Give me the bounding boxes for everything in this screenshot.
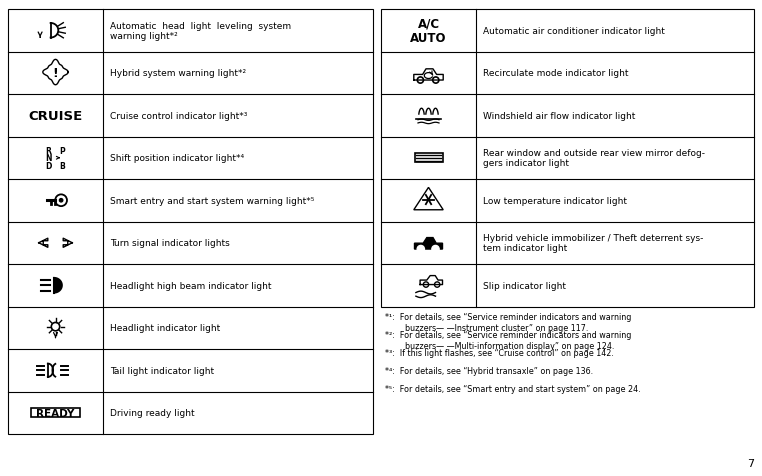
- Text: A/C
AUTO: A/C AUTO: [410, 17, 447, 45]
- Text: !: !: [53, 67, 59, 80]
- Circle shape: [417, 78, 424, 84]
- Text: Shift position indicator light*⁴: Shift position indicator light*⁴: [110, 154, 244, 163]
- Text: *³:  If this light flashes, see “Cruise control” on page 142.: *³: If this light flashes, see “Cruise c…: [385, 349, 614, 358]
- Text: Slip indicator light: Slip indicator light: [483, 281, 566, 290]
- Circle shape: [424, 282, 429, 288]
- Circle shape: [432, 246, 439, 253]
- Text: Automatic air conditioner indicator light: Automatic air conditioner indicator ligh…: [483, 27, 665, 36]
- Text: R: R: [46, 147, 52, 156]
- Text: Recirculate mode indicator light: Recirculate mode indicator light: [483, 69, 629, 78]
- Text: CRUISE: CRUISE: [28, 109, 82, 122]
- Circle shape: [419, 79, 422, 82]
- Text: *¹:  For details, see “Service reminder indicators and warning
        buzzers— : *¹: For details, see “Service reminder i…: [385, 313, 632, 332]
- Text: *⁵:  For details, see “Smart entry and start system” on page 24.: *⁵: For details, see “Smart entry and st…: [385, 385, 641, 394]
- Text: 7: 7: [747, 458, 754, 468]
- Text: READY: READY: [37, 408, 75, 418]
- Bar: [8, 10, 373, 434]
- Circle shape: [59, 199, 62, 202]
- Text: Smart entry and start system warning light*⁵: Smart entry and start system warning lig…: [110, 196, 315, 205]
- Text: Hybrid system warning light*²: Hybrid system warning light*²: [110, 69, 246, 78]
- Text: P: P: [59, 147, 66, 156]
- Circle shape: [424, 284, 427, 286]
- Text: Headlight high beam indicator light: Headlight high beam indicator light: [110, 281, 271, 290]
- Text: D: D: [45, 161, 52, 170]
- Circle shape: [417, 246, 424, 253]
- Bar: [381, 10, 754, 307]
- Circle shape: [436, 284, 438, 286]
- Polygon shape: [415, 238, 443, 249]
- Text: Low temperature indicator light: Low temperature indicator light: [483, 196, 627, 205]
- Text: B: B: [59, 161, 66, 170]
- Text: Driving ready light: Driving ready light: [110, 408, 194, 417]
- Circle shape: [434, 282, 440, 288]
- Text: Hybrid vehicle immobilizer / Theft deterrent sys-
tem indicator light: Hybrid vehicle immobilizer / Theft deter…: [483, 234, 703, 253]
- Text: N: N: [45, 154, 52, 163]
- Polygon shape: [54, 278, 62, 293]
- Text: Rear window and outside rear view mirror defog-
gers indicator light: Rear window and outside rear view mirror…: [483, 149, 705, 168]
- Circle shape: [434, 79, 437, 82]
- Text: Windshield air flow indicator light: Windshield air flow indicator light: [483, 111, 636, 120]
- Text: *⁴:  For details, see “Hybrid transaxle” on page 136.: *⁴: For details, see “Hybrid transaxle” …: [385, 367, 593, 376]
- Bar: [31, 408, 80, 417]
- Bar: [415, 154, 443, 163]
- Text: Cruise control indicator light*³: Cruise control indicator light*³: [110, 111, 248, 120]
- Text: *²:  For details, see “Service reminder indicators and warning
        buzzers— : *²: For details, see “Service reminder i…: [385, 331, 632, 350]
- Circle shape: [433, 78, 439, 84]
- Text: Headlight indicator light: Headlight indicator light: [110, 324, 220, 333]
- Text: Turn signal indicator lights: Turn signal indicator lights: [110, 239, 230, 248]
- Text: Automatic  head  light  leveling  system
warning light*²: Automatic head light leveling system war…: [110, 21, 291, 41]
- Text: Tail light indicator light: Tail light indicator light: [110, 366, 214, 375]
